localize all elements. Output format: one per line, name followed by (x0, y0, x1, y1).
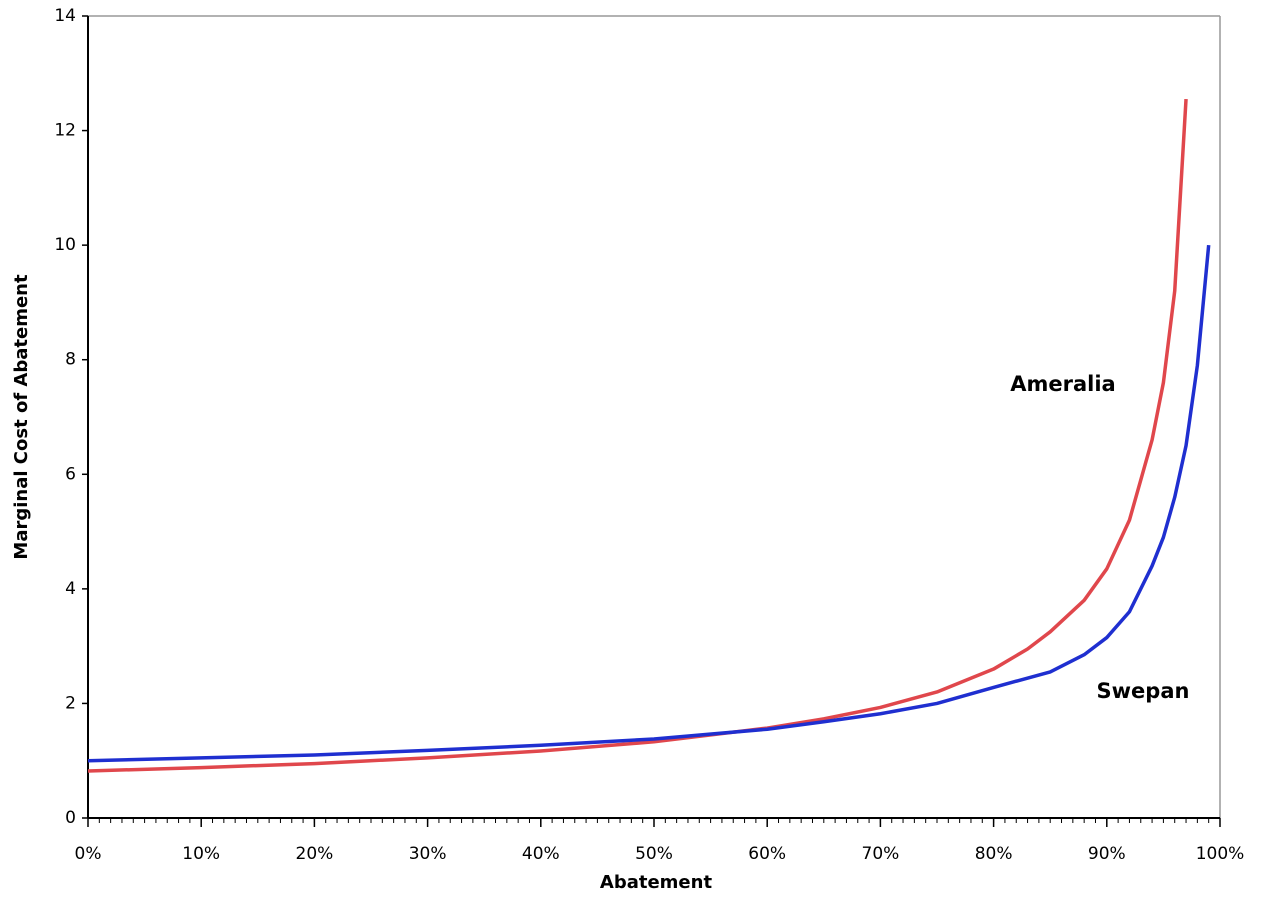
y-tick-label: 6 (65, 464, 76, 484)
x-tick-label: 20% (296, 844, 334, 864)
x-tick-label: 60% (748, 844, 786, 864)
x-tick-label: 100% (1196, 844, 1245, 864)
series-line (87, 244, 1211, 763)
x-tick-label: 10% (182, 844, 220, 864)
series-line (87, 98, 1188, 773)
y-tick-label: 10 (54, 235, 76, 255)
x-tick-label: 80% (975, 844, 1013, 864)
y-tick-label: 8 (65, 350, 76, 370)
x-tick-label: 0% (75, 844, 102, 864)
x-tick-label: 70% (862, 844, 900, 864)
series-label: Swepan (1097, 679, 1190, 703)
x-tick-label: 30% (409, 844, 447, 864)
y-tick-label: 2 (65, 693, 76, 713)
y-tick-label: 14 (54, 6, 76, 26)
x-tick-label: 40% (522, 844, 560, 864)
series-label: Ameralia (1010, 372, 1115, 396)
x-tick-label: 90% (1088, 844, 1126, 864)
y-tick-label: 0 (65, 808, 76, 828)
y-tick-label: 12 (54, 121, 76, 141)
y-axis-label: Marginal Cost of Abatement (11, 274, 32, 560)
x-tick-label: 50% (635, 844, 673, 864)
y-tick-label: 4 (65, 579, 76, 599)
x-axis-label: Abatement (600, 872, 713, 893)
